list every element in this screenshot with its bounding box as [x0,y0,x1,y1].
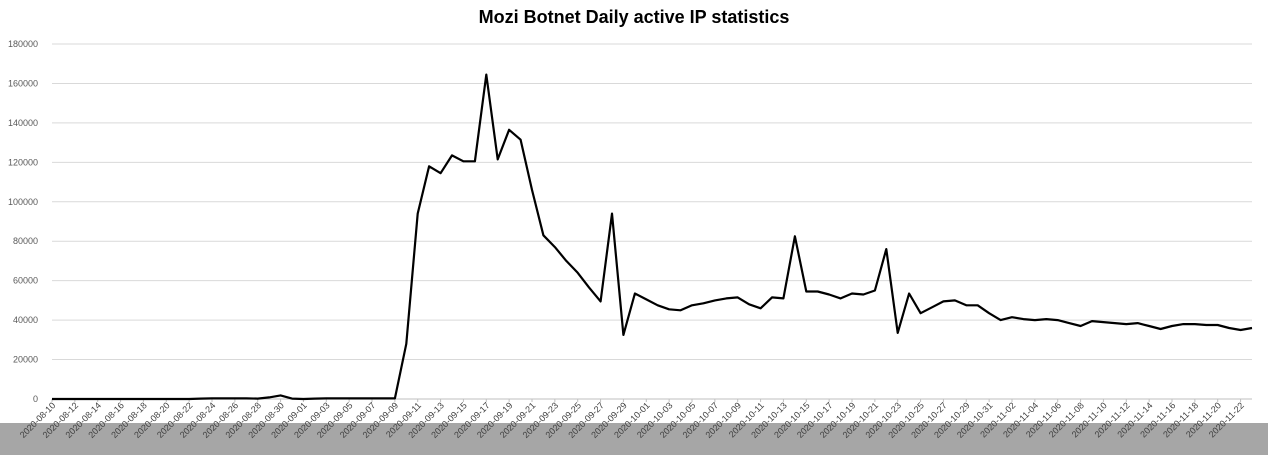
y-tick-label: 80000 [13,236,38,246]
y-tick-label: 60000 [13,276,38,286]
y-tick-label: 100000 [8,197,38,207]
y-tick-label: 140000 [8,118,38,128]
series-layer [52,73,1253,401]
y-tick-label: 180000 [8,39,38,49]
axis-label-band [0,423,1268,455]
gridlines [52,43,1252,400]
series-line [52,73,1253,401]
y-tick-label: 0 [33,394,38,404]
y-tick-label: 40000 [13,315,38,325]
y-tick-label: 120000 [8,157,38,167]
chart-title: Mozi Botnet Daily active IP statistics [478,7,790,27]
y-axis: 0 20000 40000 60000 80000 100000 120000 140000 1… [8,39,38,404]
y-tick-label: 160000 [8,78,38,88]
y-tick-label: 20000 [13,355,38,365]
